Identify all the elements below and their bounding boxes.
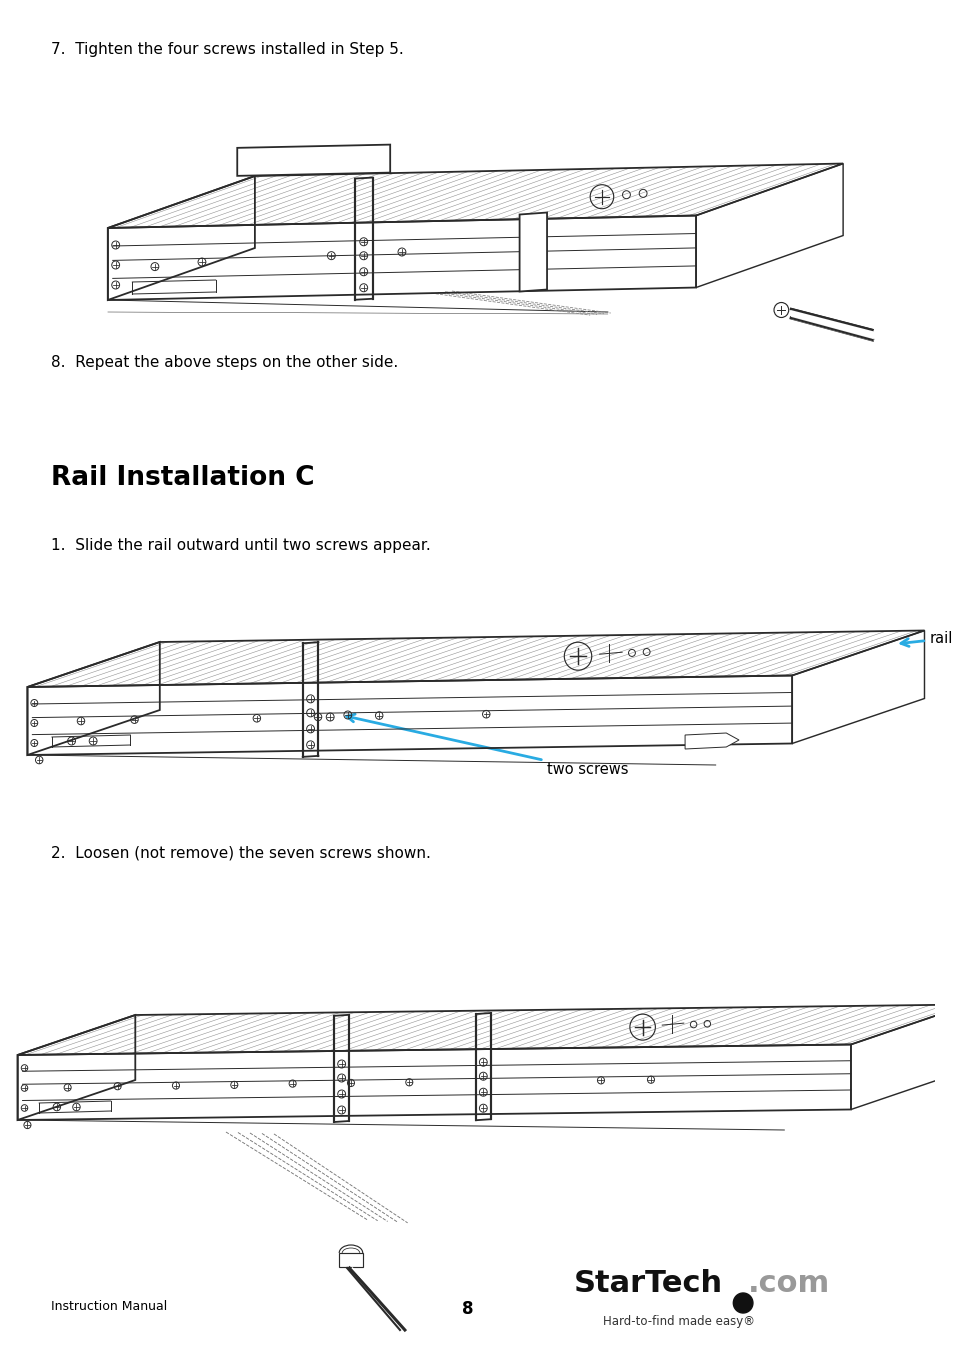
Polygon shape	[519, 213, 546, 292]
Text: 8: 8	[461, 1301, 473, 1318]
Text: Rail Installation C: Rail Installation C	[51, 465, 314, 491]
Text: 7.  Tighten the four screws installed in Step 5.: 7. Tighten the four screws installed in …	[51, 42, 403, 56]
Text: .com: .com	[747, 1268, 829, 1298]
Polygon shape	[339, 1254, 362, 1267]
Polygon shape	[237, 145, 390, 176]
Text: StarTech: StarTech	[573, 1268, 721, 1298]
Text: 2.  Loosen (not remove) the seven screws shown.: 2. Loosen (not remove) the seven screws …	[51, 845, 431, 859]
Text: 1.  Slide the rail outward until two screws appear.: 1. Slide the rail outward until two scre…	[51, 538, 430, 553]
Text: rail: rail	[900, 632, 952, 647]
Text: Instruction Manual: Instruction Manual	[51, 1301, 167, 1314]
Circle shape	[733, 1293, 752, 1313]
Text: Hard-to-find made easy®: Hard-to-find made easy®	[602, 1314, 754, 1328]
Text: 8.  Repeat the above steps on the other side.: 8. Repeat the above steps on the other s…	[51, 355, 397, 370]
Polygon shape	[684, 733, 739, 749]
Text: two screws: two screws	[346, 714, 628, 777]
